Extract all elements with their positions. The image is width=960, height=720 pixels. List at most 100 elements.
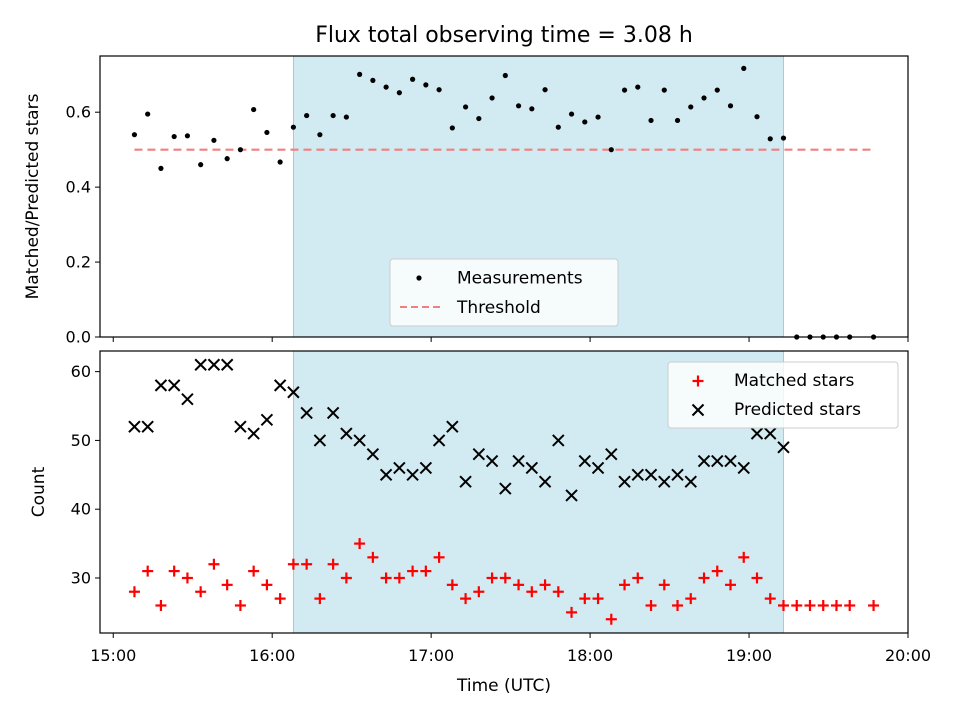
- predicted-point-b: [366, 447, 380, 461]
- predicted-point-b: [406, 468, 419, 482]
- matched-point: [526, 586, 538, 598]
- predicted-point-b: [658, 475, 671, 488]
- matched-point: [499, 572, 511, 584]
- x-tick-label: 20:00: [885, 646, 931, 665]
- predicted-point-b: [340, 427, 353, 440]
- bottom-y-tick-label: 60: [71, 362, 91, 381]
- measurement-point: [502, 72, 508, 79]
- predicted-point-b: [141, 420, 154, 433]
- measurement-point: [701, 95, 707, 101]
- measurement-point: [688, 104, 694, 110]
- chart-title: Flux total observing time = 3.08 h: [315, 23, 693, 48]
- predicted-point-b: [764, 427, 777, 440]
- top-axes-frame: [99, 55, 909, 338]
- measurement-point: [383, 84, 389, 90]
- matched-point: [777, 599, 789, 611]
- measurement-point: [661, 87, 667, 93]
- measurement-point: [436, 87, 442, 93]
- matched-point: [645, 599, 657, 611]
- bottom-axes-frame: [99, 350, 909, 634]
- matched-point: [420, 565, 432, 577]
- top-y-axis-label: Matched/Predicted stars: [23, 93, 43, 299]
- matched-point: [248, 565, 260, 577]
- predicted-point: [697, 454, 711, 468]
- predicted-point-b: [260, 413, 274, 426]
- predicted-point: [287, 386, 300, 399]
- matched-point: [128, 586, 140, 598]
- predicted-point-b: [207, 358, 221, 371]
- matched-point: [592, 593, 604, 605]
- matched-point: [738, 551, 750, 563]
- legend-matched-label: Matched stars: [734, 371, 854, 391]
- predicted-point: [499, 482, 512, 495]
- legend-predicted-x-b: [691, 403, 705, 417]
- predicted-point-b: [432, 434, 446, 447]
- measurement-point: [515, 103, 522, 109]
- measurement-point: [184, 133, 191, 139]
- matched-point: [791, 599, 803, 611]
- matched-point: [764, 593, 776, 605]
- predicted-point: [340, 427, 353, 440]
- matched-point: [830, 599, 842, 611]
- bottom-x-ticks: 15:00 16:00 17:00 18:00 19:00 20:00: [90, 633, 931, 665]
- bottom-legend-box: [667, 361, 899, 429]
- predicted-point-b: [287, 386, 300, 399]
- measurement-point: [370, 77, 376, 83]
- predicted-point-b: [128, 420, 141, 433]
- top-x-ticks: [112, 337, 909, 342]
- predicted-point-b: [538, 475, 552, 488]
- predicted-point: [711, 454, 724, 468]
- matched-point: [446, 579, 458, 591]
- predicted-point-b: [379, 468, 393, 482]
- predicted-point: [446, 420, 459, 433]
- matched-point: [393, 572, 405, 584]
- measurement-point: [489, 95, 495, 101]
- predicted-point-b: [247, 427, 260, 440]
- x-tick-label: 15:00: [90, 646, 136, 665]
- predicted-point-b: [578, 454, 592, 468]
- predicted-point: [777, 441, 790, 454]
- matched-point: [287, 558, 299, 570]
- predicted-point-b: [644, 468, 658, 482]
- measurement-point: [727, 103, 734, 109]
- measurement-point: [754, 114, 760, 120]
- predicted-point: [154, 379, 168, 392]
- predicted-point-b: [472, 447, 486, 461]
- predicted-point: [671, 468, 684, 482]
- predicted-point: [366, 447, 380, 461]
- measurement-point: [542, 87, 548, 93]
- predicted-point-b: [300, 406, 313, 420]
- matched-point: [513, 579, 525, 591]
- measurement-point: [595, 114, 601, 120]
- matched-point: [685, 593, 697, 605]
- predicted-point: [300, 406, 313, 420]
- predicted-point-b: [777, 441, 790, 454]
- predicted-point: [419, 461, 433, 475]
- legend-measurements-marker: [416, 275, 422, 281]
- predicted-point: [353, 434, 366, 447]
- predicted-point-b: [154, 379, 168, 392]
- matched-point: [539, 579, 551, 591]
- predicted-point: [618, 475, 631, 488]
- predicted-point: [459, 475, 472, 488]
- matched-point: [168, 565, 180, 577]
- predicted-point-b: [552, 434, 565, 447]
- matched-point: [261, 579, 273, 591]
- predicted-point: [313, 434, 327, 447]
- predicted-point: [485, 454, 499, 468]
- top-panel: 0.0 0.2 0.4 0.6 Flux total observing time =…: [23, 23, 909, 347]
- predicted-point: [326, 406, 340, 420]
- matched-point: [327, 558, 339, 570]
- matched-point: [804, 599, 816, 611]
- matched-point: [486, 572, 498, 584]
- matched-point: [632, 572, 644, 584]
- predicted-point-b: [499, 482, 512, 495]
- predicted-point: [234, 420, 247, 433]
- measurement-points: [131, 65, 877, 340]
- predicted-point: [207, 358, 221, 371]
- predicted-point-b: [711, 454, 724, 468]
- predicted-point-b: [194, 358, 207, 371]
- matched-point: [433, 551, 445, 563]
- top-y-tick-label: 0.2: [66, 253, 91, 272]
